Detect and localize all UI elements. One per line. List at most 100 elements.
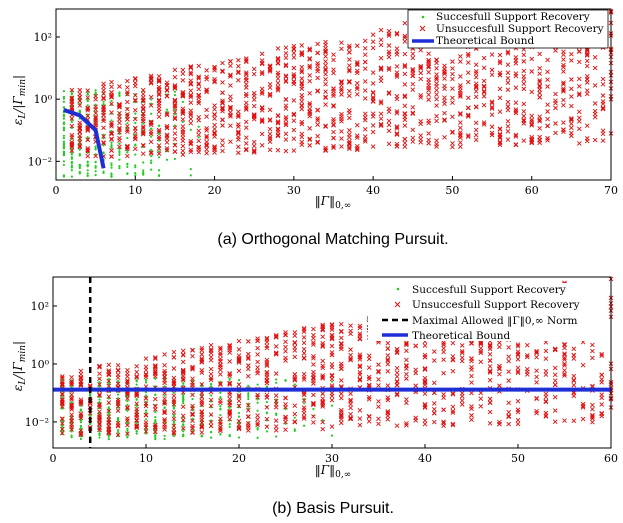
fail-point xyxy=(204,135,209,141)
success-point xyxy=(197,136,200,139)
success-point xyxy=(275,378,278,381)
fail-point xyxy=(212,147,217,153)
fail-point xyxy=(140,91,146,97)
fail-point xyxy=(323,54,328,59)
fail-point xyxy=(125,91,130,97)
success-point xyxy=(126,165,129,168)
fail-point xyxy=(283,131,289,137)
fail-point xyxy=(172,74,178,80)
success-point xyxy=(247,384,250,387)
success-point xyxy=(173,108,177,112)
x-tick-label: 40 xyxy=(366,184,380,197)
fail-point xyxy=(339,144,344,149)
success-point xyxy=(144,378,148,382)
fail-point xyxy=(204,126,209,131)
success-point xyxy=(144,381,148,384)
success-point xyxy=(118,142,121,145)
fail-point xyxy=(307,101,313,106)
fail-point xyxy=(259,91,265,96)
fail-point xyxy=(196,82,202,87)
fail-point xyxy=(354,146,360,151)
fail-point xyxy=(117,120,122,126)
fail-point xyxy=(125,111,130,117)
legend-label-bound-a: Theoretical Bound xyxy=(436,35,535,47)
fail-point xyxy=(228,59,233,64)
fail-point xyxy=(243,125,249,130)
fail-point xyxy=(132,76,138,82)
fail-point xyxy=(283,97,289,102)
fail-point xyxy=(315,61,320,66)
x-axis-label-a: ‖Γ‖0,∞ xyxy=(315,194,351,211)
fail-point xyxy=(125,85,130,90)
fail-point xyxy=(93,107,98,112)
success-point xyxy=(172,406,175,409)
success-point xyxy=(110,141,113,144)
fail-point xyxy=(125,116,130,122)
fail-point xyxy=(156,143,162,148)
fail-point xyxy=(362,139,368,144)
success-point xyxy=(275,381,278,384)
fail-point xyxy=(243,135,249,140)
fail-point xyxy=(196,81,202,86)
success-point xyxy=(94,145,97,148)
success-point xyxy=(62,152,66,155)
success-point xyxy=(107,438,110,441)
fail-point xyxy=(291,127,297,133)
fail-point xyxy=(347,49,352,55)
fail-point xyxy=(299,121,305,127)
fail-point xyxy=(93,93,98,99)
success-point xyxy=(154,377,157,380)
fail-point xyxy=(323,68,328,73)
fail-point xyxy=(307,137,313,142)
fail-point xyxy=(362,134,368,139)
success-point xyxy=(62,106,66,109)
success-point xyxy=(150,168,153,171)
fail-point xyxy=(323,71,328,77)
success-point xyxy=(210,430,213,434)
fail-point xyxy=(331,86,336,92)
fail-point xyxy=(109,90,114,95)
fail-point xyxy=(117,127,122,132)
fail-point xyxy=(323,147,328,152)
success-point xyxy=(293,428,296,431)
fail-point xyxy=(180,129,186,135)
success-point xyxy=(247,393,250,397)
fail-point xyxy=(196,76,202,81)
fail-point xyxy=(362,111,368,117)
fail-point xyxy=(117,110,122,116)
success-point xyxy=(312,407,315,411)
fail-point xyxy=(212,116,217,121)
fail-point xyxy=(259,142,265,148)
fail-point xyxy=(109,94,114,99)
fail-point xyxy=(188,78,194,84)
success-point xyxy=(157,156,161,159)
y-ticks-a: 10⁻² 10⁰ 10² xyxy=(28,31,60,168)
fail-point xyxy=(275,147,281,153)
fail-point xyxy=(101,116,106,122)
success-point xyxy=(135,380,138,383)
fail-point xyxy=(204,147,209,152)
fail-point xyxy=(220,100,225,105)
success-point xyxy=(78,152,81,156)
fail-point xyxy=(85,147,91,153)
fail-point xyxy=(85,146,91,151)
fail-point xyxy=(109,84,114,90)
fail-point xyxy=(204,76,209,82)
fail-point xyxy=(156,91,162,96)
fail-point xyxy=(109,136,114,142)
success-point xyxy=(163,406,166,410)
fail-point xyxy=(148,73,154,79)
fail-point xyxy=(291,136,297,141)
fail-point xyxy=(172,67,178,73)
legend-b: Succesfull Support Recovery Unsuccesfull… xyxy=(368,283,608,342)
fail-point xyxy=(148,122,154,128)
fail-point xyxy=(339,79,344,84)
success-point xyxy=(247,397,250,401)
fail-point xyxy=(283,148,289,154)
fail-point xyxy=(148,129,154,135)
y-axis-label-b: εL/|Γmin| xyxy=(11,341,28,391)
fail-point xyxy=(77,125,83,130)
x-tick-label: 0 xyxy=(50,452,57,465)
fail-point xyxy=(339,88,344,93)
fail-point xyxy=(315,139,320,145)
